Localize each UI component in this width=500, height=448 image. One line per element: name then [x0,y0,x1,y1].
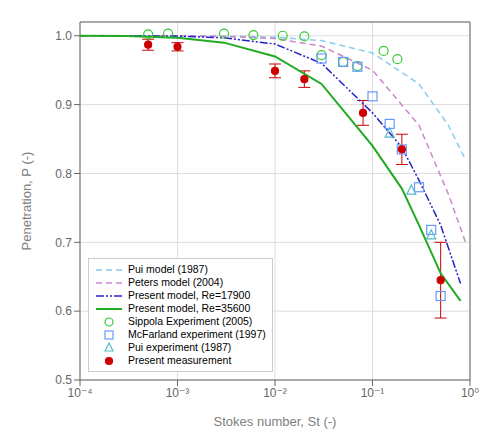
svg-text:Penetration, P (-): Penetration, P (-) [19,152,34,251]
html-text:Present measurement: Present measurement [128,354,232,366]
svg-text:10⁰: 10⁰ [461,386,479,400]
html-text:Pui experiment (1987): Pui experiment (1987) [128,341,232,353]
svg-text:0.6: 0.6 [55,304,72,318]
svg-text:0.5: 0.5 [55,373,72,387]
svg-text:10⁻¹: 10⁻¹ [361,386,385,400]
svg-text:0.9: 0.9 [55,98,72,112]
svg-text:10⁻⁴: 10⁻⁴ [68,386,93,400]
svg-text:0.8: 0.8 [55,167,72,181]
svg-text:1.0: 1.0 [55,29,72,43]
html-text:Present model, Re=35600: Present model, Re=35600 [128,302,251,314]
html-text:Peters model (2004): Peters model (2004) [128,276,224,288]
svg-text:Stokes number, St (-): Stokes number, St (-) [214,414,337,429]
html-text:Pui model (1987): Pui model (1987) [128,263,208,275]
html-text:Sippola Experiment (2005): Sippola Experiment (2005) [128,315,253,327]
svg-text:10⁻³: 10⁻³ [166,386,190,400]
html-text:Present model, Re=17900: Present model, Re=17900 [128,289,251,301]
svg-text:10⁻²: 10⁻² [263,386,287,400]
svg-text:0.7: 0.7 [55,236,72,250]
html-text:McFarland experiment (1997): McFarland experiment (1997) [128,328,266,340]
